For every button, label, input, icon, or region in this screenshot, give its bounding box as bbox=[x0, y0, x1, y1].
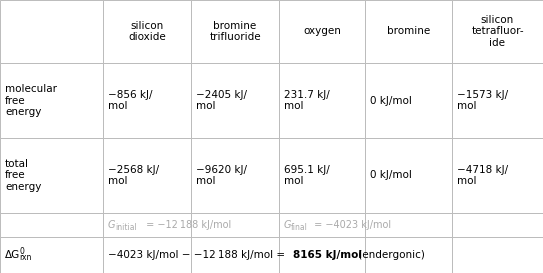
Text: −9620 kJ/
mol: −9620 kJ/ mol bbox=[196, 165, 247, 186]
Bar bbox=[191, 63, 279, 138]
Text: = −12 188 kJ/mol: = −12 188 kJ/mol bbox=[143, 220, 231, 230]
Text: 695.1 kJ/
mol: 695.1 kJ/ mol bbox=[284, 165, 330, 186]
Text: total
free
energy: total free energy bbox=[5, 159, 41, 192]
Text: = −4023 kJ/mol: = −4023 kJ/mol bbox=[311, 220, 391, 230]
Bar bbox=[452, 0, 543, 63]
Text: oxygen: oxygen bbox=[303, 26, 341, 37]
Text: molecular
free
energy: molecular free energy bbox=[5, 84, 57, 117]
Bar bbox=[365, 0, 452, 63]
Text: ΔG: ΔG bbox=[5, 250, 20, 260]
Bar bbox=[279, 0, 365, 63]
Bar bbox=[0, 237, 103, 273]
Text: (endergonic): (endergonic) bbox=[355, 250, 425, 260]
Bar bbox=[452, 138, 543, 213]
Text: −4023 kJ/mol − −12 188 kJ/mol =: −4023 kJ/mol − −12 188 kJ/mol = bbox=[108, 250, 288, 260]
Bar bbox=[452, 213, 543, 237]
Text: −4718 kJ/
mol: −4718 kJ/ mol bbox=[457, 165, 508, 186]
Text: rxn: rxn bbox=[19, 254, 31, 263]
Text: final: final bbox=[291, 224, 308, 233]
Bar bbox=[0, 138, 103, 213]
Text: 0 kJ/mol: 0 kJ/mol bbox=[370, 171, 412, 180]
Bar bbox=[279, 138, 365, 213]
Bar bbox=[103, 213, 191, 237]
Text: silicon
tetrafluor-
ide: silicon tetrafluor- ide bbox=[471, 15, 524, 48]
Bar bbox=[191, 138, 279, 213]
Text: silicon
dioxide: silicon dioxide bbox=[128, 21, 166, 42]
Bar bbox=[191, 237, 279, 273]
Text: G: G bbox=[108, 220, 116, 230]
Bar bbox=[0, 63, 103, 138]
Text: 8165 kJ/mol: 8165 kJ/mol bbox=[293, 250, 362, 260]
Text: G: G bbox=[284, 220, 292, 230]
Bar bbox=[0, 213, 103, 237]
Text: 231.7 kJ/
mol: 231.7 kJ/ mol bbox=[284, 90, 330, 111]
Bar bbox=[365, 138, 452, 213]
Text: initial: initial bbox=[115, 224, 137, 233]
Bar bbox=[452, 237, 543, 273]
Bar bbox=[365, 213, 452, 237]
Bar bbox=[191, 213, 279, 237]
Bar bbox=[365, 63, 452, 138]
Text: −2405 kJ/
mol: −2405 kJ/ mol bbox=[196, 90, 247, 111]
Text: 0 kJ/mol: 0 kJ/mol bbox=[370, 96, 412, 105]
Bar bbox=[103, 138, 191, 213]
Bar bbox=[365, 237, 452, 273]
Text: 0: 0 bbox=[19, 248, 24, 257]
Text: bromine: bromine bbox=[387, 26, 430, 37]
Bar bbox=[103, 0, 191, 63]
Text: −2568 kJ/
mol: −2568 kJ/ mol bbox=[108, 165, 159, 186]
Bar bbox=[191, 0, 279, 63]
Bar bbox=[0, 0, 103, 63]
Bar bbox=[103, 237, 191, 273]
Bar bbox=[279, 63, 365, 138]
Bar bbox=[279, 213, 365, 237]
Text: −856 kJ/
mol: −856 kJ/ mol bbox=[108, 90, 153, 111]
Bar bbox=[103, 63, 191, 138]
Text: −1573 kJ/
mol: −1573 kJ/ mol bbox=[457, 90, 508, 111]
Text: bromine
trifluoride: bromine trifluoride bbox=[209, 21, 261, 42]
Bar bbox=[452, 63, 543, 138]
Bar bbox=[279, 237, 365, 273]
